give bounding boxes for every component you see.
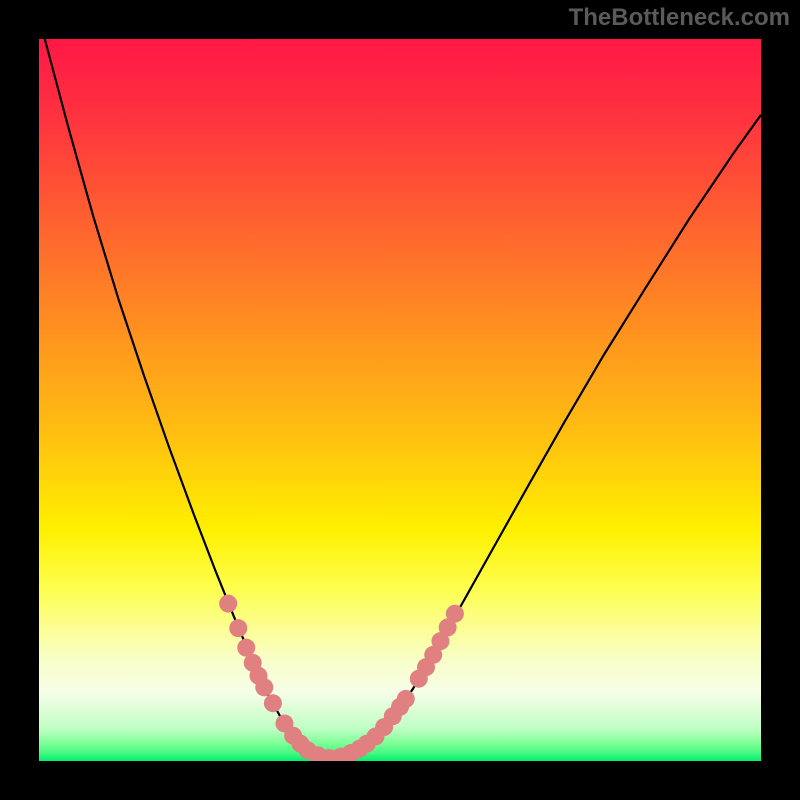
curve-marker: [264, 694, 282, 712]
watermark-text: TheBottleneck.com: [569, 4, 790, 32]
plot-area: [39, 39, 761, 761]
plot-background: [39, 39, 761, 761]
curve-marker: [219, 595, 237, 613]
curve-marker: [255, 678, 273, 696]
curve-marker: [397, 690, 415, 708]
curve-marker: [446, 605, 464, 623]
curve-marker: [229, 619, 247, 637]
chart-outer-frame: TheBottleneck.com: [0, 0, 800, 800]
bottleneck-chart-svg: [39, 39, 761, 761]
